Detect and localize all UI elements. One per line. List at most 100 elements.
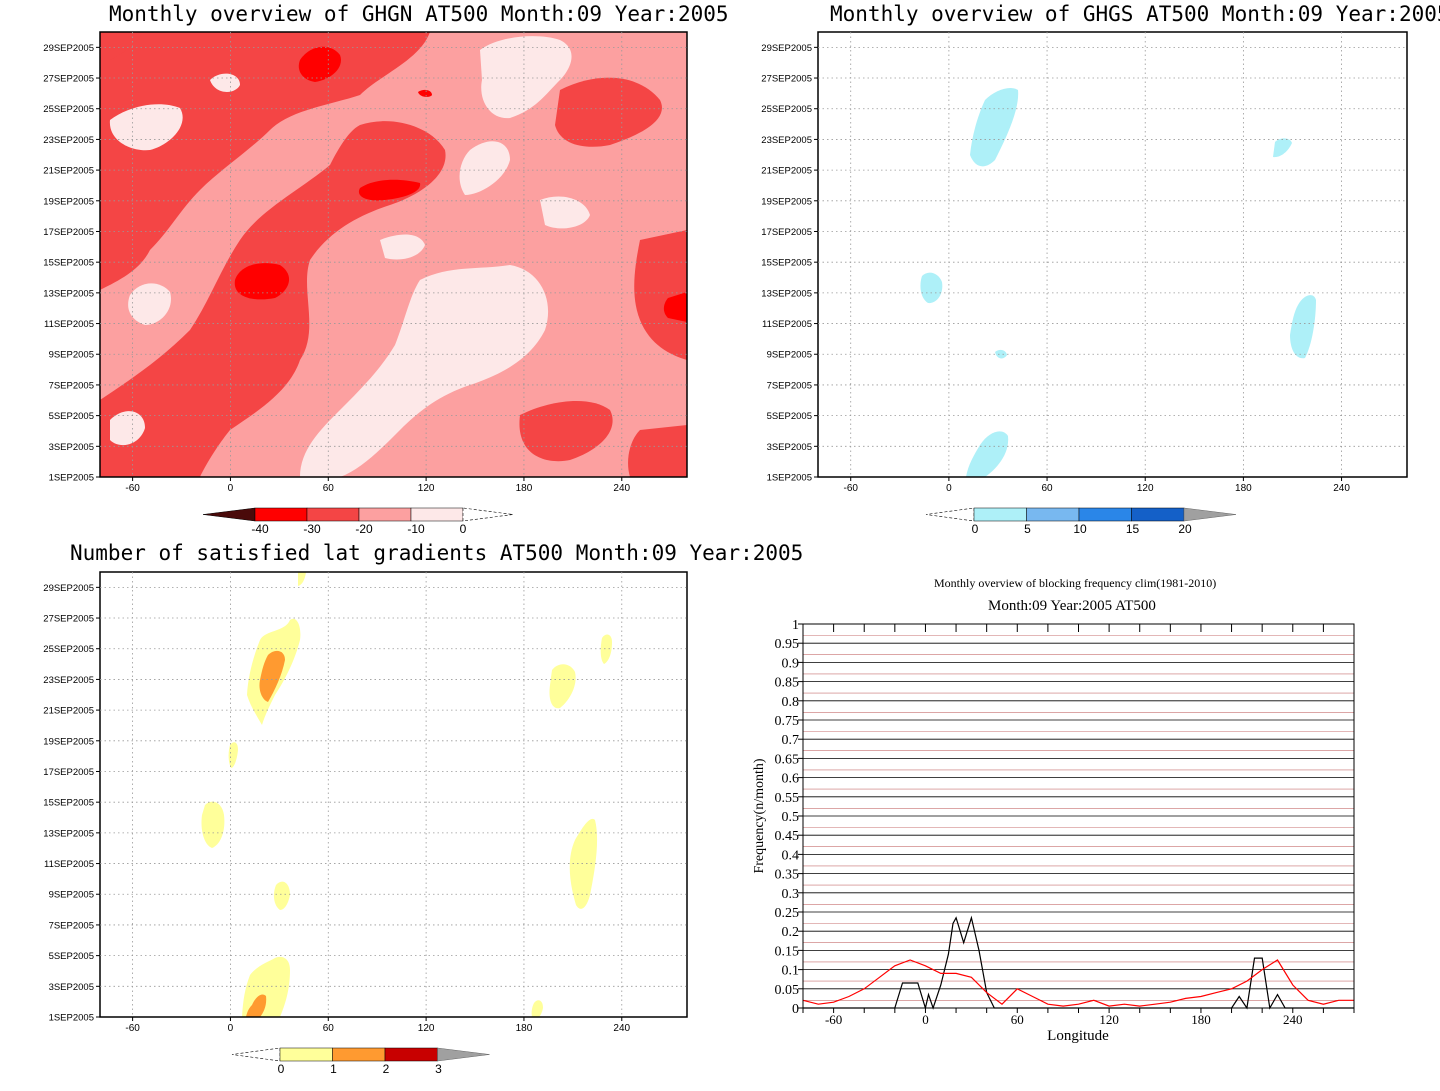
y-tick-label: 25SEP2005 — [43, 104, 94, 115]
y-tick-label: 0.2 — [782, 925, 800, 940]
chart1-title: Monthly overview of GHGN AT500 Month:09 … — [109, 2, 729, 26]
chart4-y-axis: 0 0.05 0.1 0.15 0.2 0.25 0.3 0.35 0.4 0.45 0.5 0.55… — [775, 618, 803, 1017]
x-tick-label: -60 — [825, 1012, 842, 1027]
y-tick-label: 27SEP2005 — [43, 74, 94, 85]
x-tick-label: 240 — [613, 1023, 630, 1034]
x-tick-label: 180 — [1191, 1012, 1211, 1027]
colorbar-arrow — [231, 1047, 281, 1062]
colorbar-label: 3 — [435, 1062, 442, 1076]
y-tick-label: 19SEP2005 — [43, 736, 94, 747]
colorbar-box — [358, 507, 412, 522]
chart3-region — [228, 742, 238, 768]
y-tick-label: 7SEP2005 — [49, 380, 94, 391]
chart3-region — [201, 801, 225, 848]
chart4-title: Monthly overview of blocking frequency c… — [934, 576, 1217, 590]
chart1-region — [100, 32, 144, 60]
y-tick-label: 0.1 — [782, 964, 800, 979]
series-line-1 — [802, 959, 1354, 1007]
y-tick-label: 13SEP2005 — [43, 828, 94, 839]
y-tick-label: 5SEP2005 — [49, 411, 94, 422]
y-tick-label: 5SEP2005 — [767, 411, 812, 422]
chart2-plot: 1SEP2005 3SEP2005 5SEP2005 7SEP2005 9SEP2005… — [761, 31, 1408, 536]
chart3-grid — [100, 572, 687, 1017]
chart1-region — [234, 263, 290, 300]
chart3-background — [100, 572, 687, 1017]
y-tick-label: 17SEP2005 — [761, 227, 812, 238]
chart3-region — [259, 650, 285, 702]
x-tick-label: 0 — [922, 1012, 929, 1027]
colorbar-arrow — [1183, 507, 1237, 522]
colorbar-label: 1 — [330, 1062, 337, 1076]
chart3-region — [569, 818, 598, 909]
y-tick-label: 0.05 — [775, 983, 800, 998]
chart3-region — [600, 634, 612, 664]
x-tick-label: 120 — [418, 483, 435, 494]
chart3-region — [273, 881, 290, 910]
chart4-grid — [803, 623, 1354, 1009]
y-tick-label: 0.75 — [775, 714, 800, 729]
y-tick-label: 11SEP2005 — [44, 859, 94, 870]
chart1-region — [128, 283, 171, 325]
y-tick-label: 0.7 — [782, 733, 800, 748]
y-tick-label: 0.3 — [782, 887, 800, 902]
chart1-region — [634, 230, 687, 360]
colorbar-label: 0 — [278, 1062, 285, 1076]
x-tick-label: 60 — [323, 483, 335, 494]
chart4-y-label: Frequency(n/month) — [752, 758, 767, 873]
x-tick-label: 120 — [1137, 483, 1154, 494]
y-tick-label: 29SEP2005 — [43, 43, 94, 54]
colorbar-label: -20 — [355, 522, 373, 536]
y-tick-label: 15SEP2005 — [43, 258, 94, 269]
chart1-region — [109, 104, 183, 151]
chart3-region — [246, 994, 267, 1017]
y-tick-label: 7SEP2005 — [767, 380, 812, 391]
colorbar-label: 0 — [460, 522, 467, 536]
y-tick-label: 25SEP2005 — [43, 644, 94, 655]
y-tick-label: 0.55 — [775, 791, 800, 806]
chart1-y-axis: 1SEP2005 3SEP2005 5SEP2005 7SEP2005 9SEP2005… — [43, 43, 100, 484]
chart3-plot: 1SEP2005 3SEP2005 5SEP2005 7SEP2005 9SEP2005… — [43, 571, 688, 1076]
y-tick-label: 15SEP2005 — [761, 258, 812, 269]
y-tick-label: 19SEP2005 — [761, 196, 812, 207]
chart1-region — [418, 89, 432, 97]
colorbar-arrow — [925, 507, 975, 522]
chart3-y-axis: 1SEP2005 3SEP2005 5SEP2005 7SEP2005 9SEP2005… — [43, 583, 100, 1024]
colorbar-box — [1026, 507, 1080, 522]
chart1-region — [663, 292, 687, 322]
chart2-y-axis: 1SEP2005 3SEP2005 5SEP2005 7SEP2005 9SEP2005… — [761, 43, 818, 484]
chart4-plot: 0 0.05 0.1 0.15 0.2 0.25 0.3 0.35 0.4 0.45 0.5 0.55… — [752, 618, 1355, 1044]
chart3-region — [531, 1000, 543, 1017]
y-tick-label: 17SEP2005 — [43, 767, 94, 778]
colorbar-label: 15 — [1126, 522, 1140, 536]
chart2-colorbar: 0 5 10 15 20 — [925, 507, 1237, 536]
colorbar-box — [306, 507, 360, 522]
chart3-x-axis: -60 0 60 120 180 240 — [125, 1017, 631, 1034]
x-tick-label: 240 — [1333, 483, 1350, 494]
x-tick-label: 180 — [1235, 483, 1252, 494]
y-tick-label: 0.4 — [782, 848, 800, 863]
x-tick-label: 60 — [1011, 1012, 1024, 1027]
chart1-region — [300, 265, 549, 477]
y-tick-label: 23SEP2005 — [761, 135, 812, 146]
y-tick-label: 1SEP2005 — [49, 473, 94, 484]
chart1-region — [480, 36, 572, 119]
x-tick-label: 60 — [1041, 483, 1053, 494]
colorbar-box — [279, 1047, 333, 1062]
y-tick-label: 21SEP2005 — [43, 706, 94, 717]
y-tick-label: 9SEP2005 — [49, 350, 94, 361]
colorbar-box — [1078, 507, 1132, 522]
chart1-region — [459, 141, 510, 195]
colorbar-label: -10 — [407, 522, 425, 536]
chart2-region — [1290, 295, 1316, 359]
x-tick-label: 0 — [946, 483, 952, 494]
colorbar-box — [973, 507, 1027, 522]
x-tick-label: -60 — [125, 483, 140, 494]
chart1-region — [358, 179, 421, 201]
y-tick-label: 23SEP2005 — [43, 135, 94, 146]
x-tick-label: 0 — [228, 1023, 234, 1034]
chart3-region — [298, 572, 306, 586]
chart3-colorbar: 0 1 2 3 — [231, 1047, 490, 1076]
chart1-x-axis: -60 0 60 120 180 240 — [125, 477, 631, 494]
y-tick-label: 5SEP2005 — [49, 951, 94, 962]
